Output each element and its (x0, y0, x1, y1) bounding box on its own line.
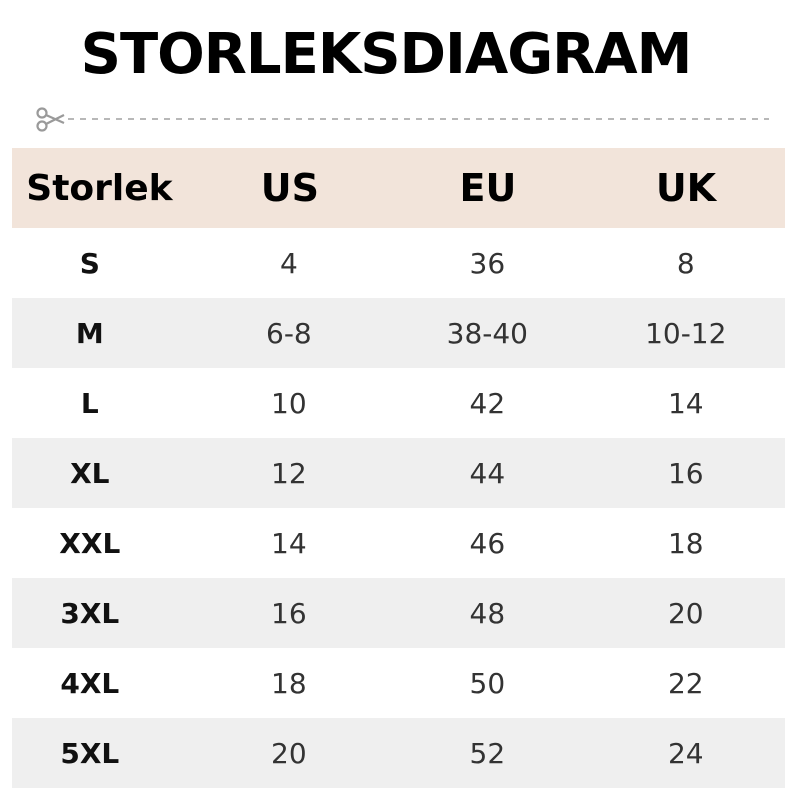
cell-uk: 24 (667, 736, 704, 770)
cell-eu: 42 (469, 386, 506, 420)
cell-size: XL (70, 456, 110, 490)
cell-eu: 44 (469, 456, 506, 490)
cell-uk: 18 (667, 526, 704, 560)
cell-size: XXL (59, 526, 121, 560)
cell-eu: 38-40 (446, 316, 528, 350)
cell-eu: 52 (469, 736, 506, 770)
cell-uk: 20 (667, 596, 704, 630)
cell-us: 6-8 (266, 316, 312, 350)
cell-us: 18 (271, 666, 307, 700)
cell-uk: 14 (667, 386, 704, 420)
scissors-icon (36, 107, 65, 132)
cell-size: L (80, 386, 99, 420)
cell-size: M (75, 316, 104, 350)
cell-us: 20 (271, 736, 307, 770)
cell-size: 4XL (60, 666, 120, 700)
table-row: L 10 42 14 (12, 368, 785, 438)
cut-line (36, 107, 769, 132)
table-row: 4XL 18 50 22 (12, 648, 785, 718)
cell-eu: 46 (469, 526, 506, 560)
table-row: S 4 36 8 (12, 228, 785, 298)
cell-us: 12 (271, 456, 307, 490)
table-row: 5XL 20 52 24 (12, 718, 785, 788)
cell-us: 10 (271, 386, 307, 420)
cell-uk: 16 (667, 456, 704, 490)
cell-size: S (79, 246, 100, 280)
cell-uk: 8 (676, 246, 695, 280)
table-row: M 6-8 38-40 10-12 (12, 298, 785, 368)
cell-us: 16 (271, 596, 307, 630)
table-row: XL 12 44 16 (12, 438, 785, 508)
cell-uk: 22 (667, 666, 704, 700)
cell-eu: 36 (469, 246, 506, 280)
cell-us: 14 (271, 526, 307, 560)
cell-size: 5XL (60, 736, 120, 770)
cell-us: 4 (279, 246, 298, 280)
cell-eu: 48 (469, 596, 506, 630)
page-title: STORLEKSDIAGRAM (80, 22, 693, 87)
cell-uk: 10-12 (645, 316, 727, 350)
header-uk: UK (655, 166, 717, 210)
size-chart-table: Storlek US EU UK S 4 36 8 M 6-8 38-40 10-12 L 10 4… (12, 148, 785, 788)
cell-size: 3XL (60, 596, 120, 630)
table-row: XXL 14 46 18 (12, 508, 785, 578)
table-row: 3XL 16 48 20 (12, 578, 785, 648)
header-size: Storlek (26, 167, 173, 209)
table-header-row: Storlek US EU UK (12, 148, 785, 228)
cell-eu: 50 (469, 666, 506, 700)
header-us: US (260, 166, 319, 210)
header-eu: EU (459, 166, 517, 210)
